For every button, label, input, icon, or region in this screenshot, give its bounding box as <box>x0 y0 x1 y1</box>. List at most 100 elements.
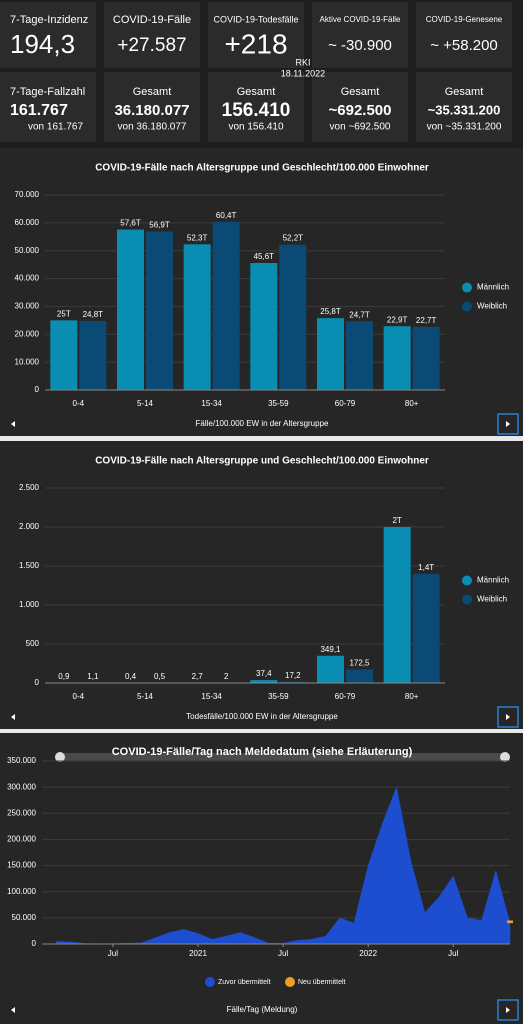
y-tick-label: 70.000 <box>15 190 40 199</box>
bar <box>146 231 173 390</box>
value-label: 0,5 <box>154 672 166 681</box>
y-tick-label: 300.000 <box>7 782 36 791</box>
value-label: 60,4T <box>216 211 237 220</box>
total-label: Gesamt <box>237 86 276 98</box>
x-tick-label: 80+ <box>405 399 419 408</box>
kpi-value: 194,3 <box>10 29 75 59</box>
kpi-label: Aktive COVID-19-Fälle <box>320 15 401 24</box>
x-tick-label: 35-59 <box>268 692 289 701</box>
y-tick-label: 10.000 <box>15 357 40 366</box>
bar <box>250 262 278 390</box>
nav-prev[interactable] <box>11 421 15 427</box>
value-label: 0,4 <box>125 672 137 681</box>
separator <box>0 436 523 441</box>
value-label: 45,6T <box>254 252 275 261</box>
bar <box>183 244 211 390</box>
nav-prev[interactable] <box>11 1007 15 1013</box>
value-label: 24,8T <box>83 310 104 319</box>
value-label: 52,2T <box>283 234 304 243</box>
total-label: Gesamt <box>341 86 380 98</box>
value-label: 56,9T <box>149 221 170 230</box>
kpi-tile <box>416 2 512 68</box>
bar <box>117 229 144 390</box>
y-tick-label: 50.000 <box>15 246 40 255</box>
total-value: ~692.500 <box>329 102 392 119</box>
kpi-tile <box>312 2 408 68</box>
slider-handle[interactable] <box>55 752 65 762</box>
value-label: 24,7T <box>349 310 370 319</box>
slider-handle[interactable] <box>500 752 510 762</box>
value-label: 22,9T <box>387 315 408 324</box>
y-tick-label: 1.000 <box>19 600 40 609</box>
nav-next-box[interactable] <box>497 413 519 435</box>
value-label: 22,7T <box>416 316 437 325</box>
x-tick-label: Jul <box>108 949 118 958</box>
total-label: Gesamt <box>445 86 484 98</box>
y-tick-label: 2.500 <box>19 483 40 492</box>
bar <box>383 527 411 683</box>
y-tick-label: 150.000 <box>7 861 36 870</box>
value-label: 17,2 <box>285 671 301 680</box>
y-tick-label: 100.000 <box>7 887 36 896</box>
legend-label: Weiblich <box>477 302 507 311</box>
x-tick-label: Jul <box>448 949 458 958</box>
nav-next[interactable] <box>506 421 510 427</box>
y-tick-label: 350.000 <box>7 756 36 765</box>
x-tick-label: 60-79 <box>335 399 356 408</box>
legend-marker <box>205 977 215 987</box>
bar <box>346 669 373 683</box>
y-tick-label: 250.000 <box>7 808 36 817</box>
y-tick-label: 50.000 <box>12 913 37 922</box>
y-tick-label: 0 <box>35 385 40 394</box>
legend-label: Männlich <box>477 283 509 292</box>
nav-next-box[interactable] <box>497 706 519 728</box>
kpi-tile <box>312 72 408 142</box>
value-label: 1,1 <box>87 672 99 681</box>
chart-title: COVID-19-Fälle nach Altersgruppe und Ges… <box>95 163 429 174</box>
x-tick-label: 2022 <box>359 949 377 958</box>
bar <box>346 321 373 390</box>
total-label: 7-Tage-Fallzahl <box>10 86 85 98</box>
x-axis-label: Fälle/Tag (Meldung) <box>227 1005 298 1014</box>
kpi-tile <box>208 72 304 142</box>
legend-marker <box>462 594 472 605</box>
bar <box>317 318 344 390</box>
nav-prev[interactable] <box>11 714 15 720</box>
value-label: 2 <box>224 672 229 681</box>
x-tick-label: 80+ <box>405 692 419 701</box>
bar <box>50 320 78 390</box>
nav-next[interactable] <box>506 714 510 720</box>
separator <box>0 729 523 733</box>
kpi-tile <box>104 72 200 142</box>
value-label: 2,7 <box>192 672 204 681</box>
chart-title: COVID-19-Fälle nach Altersgruppe und Ges… <box>95 456 429 467</box>
total-sub: von 161.767 <box>28 122 83 133</box>
value-label: 1,4T <box>418 563 434 572</box>
bar <box>79 320 107 390</box>
y-tick-label: 40.000 <box>15 274 40 283</box>
total-value: 36.180.077 <box>114 102 189 119</box>
bar <box>383 326 411 390</box>
nav-next[interactable] <box>506 1007 510 1013</box>
total-value: 161.767 <box>10 102 68 119</box>
bar <box>279 244 307 390</box>
x-tick-label: 35-59 <box>268 399 289 408</box>
value-label: 172,5 <box>349 659 370 668</box>
total-sub: von 156.410 <box>228 122 283 133</box>
panel <box>0 441 523 729</box>
area-segment <box>507 920 513 924</box>
source: RKI <box>295 57 310 67</box>
bar <box>250 680 278 683</box>
x-tick-label: 60-79 <box>335 692 356 701</box>
value-label: 25,8T <box>320 307 341 316</box>
value-label: 52,3T <box>187 233 208 242</box>
total-sub: von 36.180.077 <box>118 122 187 133</box>
bar <box>317 655 344 683</box>
legend-label: Neu übermittelt <box>298 979 346 986</box>
legend-label: Zuvor übermittelt <box>218 979 271 986</box>
nav-next-box[interactable] <box>497 999 519 1021</box>
kpi-label: COVID-19-Genesene <box>426 15 503 24</box>
total-value: ~35.331.200 <box>428 102 501 117</box>
y-tick-label: 1.500 <box>19 561 40 570</box>
